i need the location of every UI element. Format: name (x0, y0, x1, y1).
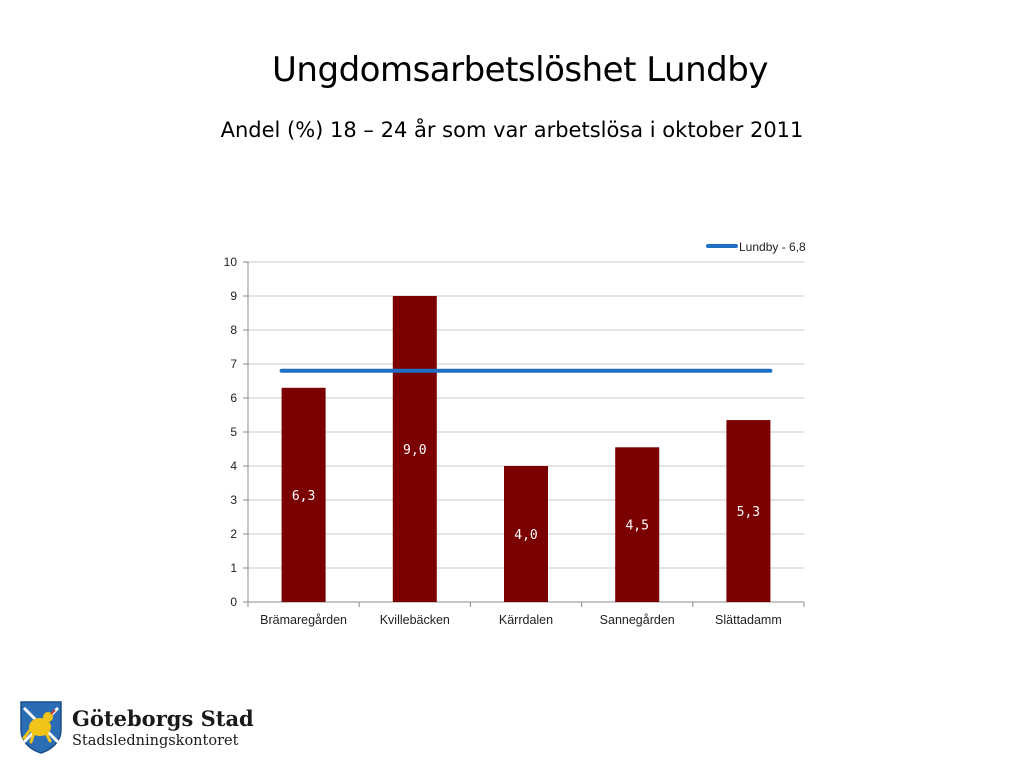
bar-value-label: 4,5 (625, 519, 648, 534)
y-tick-label: 10 (224, 255, 238, 269)
y-tick-label: 3 (230, 493, 237, 507)
bar-value-label: 9,0 (403, 443, 426, 458)
coat-of-arms-icon (20, 701, 62, 754)
bar-value-label: 6,3 (292, 489, 315, 504)
y-tick-label: 4 (230, 459, 237, 473)
x-category-label: Sannegården (600, 613, 675, 627)
slide-subtitle: Andel (%) 18 – 24 år som var arbetslösa … (220, 118, 804, 142)
bar (726, 420, 771, 602)
bar (392, 296, 437, 602)
bar-value-label: 5,3 (737, 505, 760, 520)
y-tick-label: 5 (230, 425, 237, 439)
x-category-label: Kärrdalen (499, 613, 553, 627)
y-tick-label: 0 (230, 595, 237, 609)
y-tick-label: 7 (230, 357, 237, 371)
bar (504, 466, 548, 602)
y-tick-label: 1 (230, 561, 237, 575)
y-tick-label: 9 (230, 289, 237, 303)
logo-name: Göteborgs Stad (72, 706, 254, 731)
y-tick-label: 8 (230, 323, 237, 337)
y-tick-label: 2 (230, 527, 237, 541)
slide-title: Ungdomsarbetslöshet Lundby (272, 50, 768, 90)
x-category-label: Kvillebäcken (380, 613, 450, 627)
goteborgs-stad-logo: Göteborgs Stad Stadsledningskontoret (18, 700, 258, 756)
bar (281, 387, 326, 602)
x-category-label: Brämaregården (260, 613, 347, 627)
x-category-label: Slättadamm (715, 613, 782, 627)
logo-department: Stadsledningskontoret (72, 733, 239, 749)
bar-value-label: 4,0 (514, 528, 537, 543)
legend-label: Lundby - 6,8 (739, 240, 806, 254)
bar (615, 447, 660, 602)
y-tick-label: 6 (230, 391, 237, 405)
